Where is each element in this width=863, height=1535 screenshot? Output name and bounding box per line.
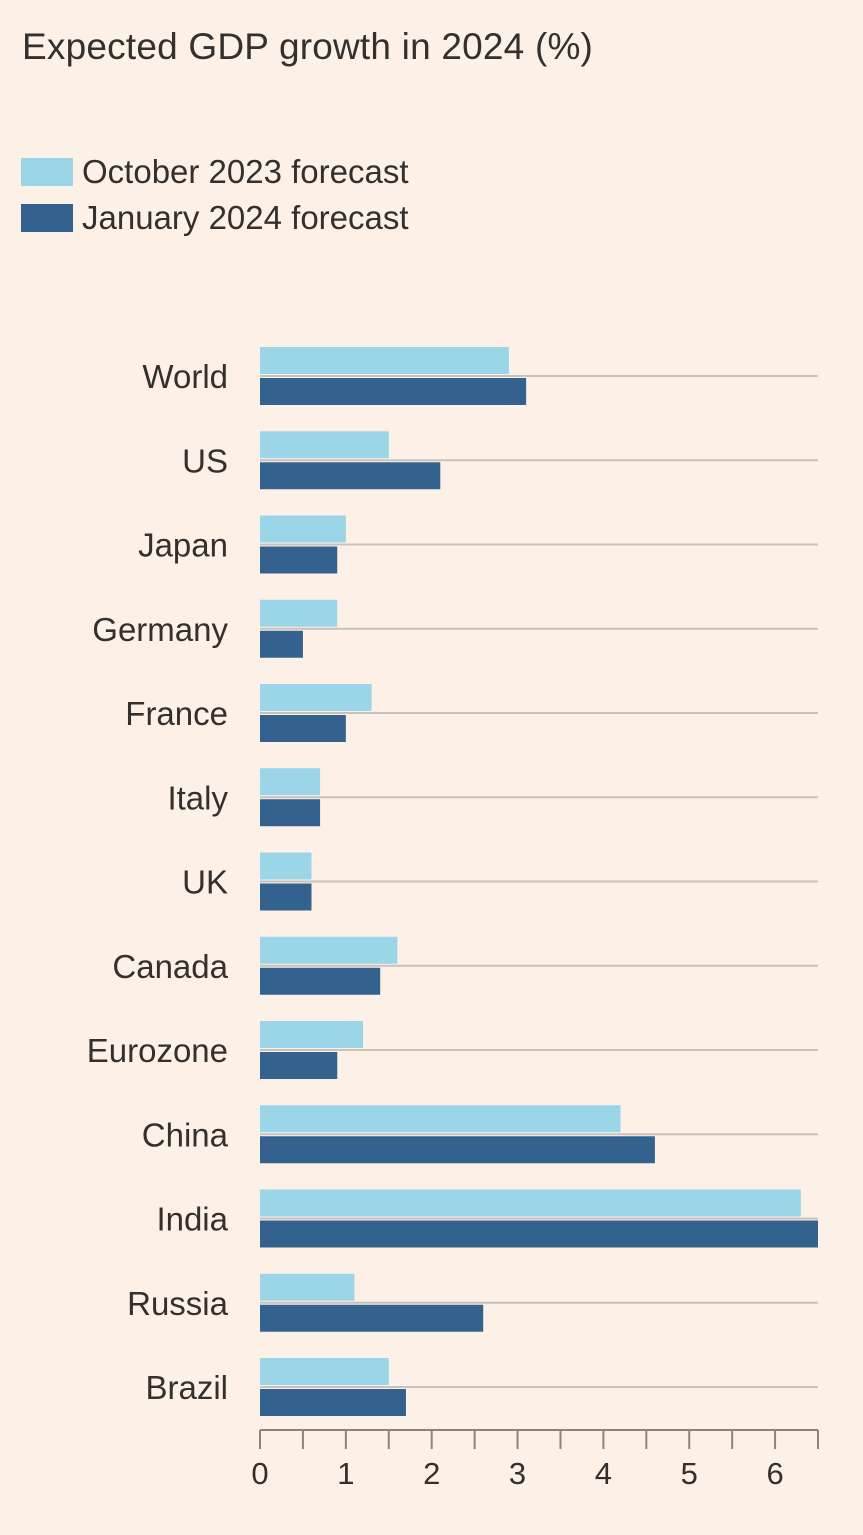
bar-france-january-2024-forecast — [260, 715, 346, 742]
bar-china-january-2024-forecast — [260, 1136, 655, 1164]
category-label-eurozone: Eurozone — [87, 1032, 228, 1069]
bar-russia-january-2024-forecast — [260, 1304, 484, 1332]
bar-brazil-october-2023-forecast — [260, 1358, 389, 1385]
x-tick-label-5: 5 — [681, 1456, 698, 1491]
category-label-us: US — [182, 442, 228, 479]
bar-uk-october-2023-forecast — [260, 852, 312, 880]
category-label-germany: Germany — [92, 611, 228, 648]
bar-canada-january-2024-forecast — [260, 967, 381, 995]
category-label-italy: Italy — [167, 779, 228, 816]
category-label-uk: UK — [182, 864, 228, 901]
legend-label-january-2024: January 2024 forecast — [82, 199, 409, 236]
bar-eurozone-january-2024-forecast — [260, 1052, 338, 1079]
chart-title: Expected GDP growth in 2024 (%) — [22, 26, 594, 67]
bar-italy-october-2023-forecast — [260, 768, 321, 796]
bar-world-january-2024-forecast — [260, 378, 527, 405]
bar-india-october-2023-forecast — [260, 1189, 801, 1217]
bar-france-october-2023-forecast — [260, 684, 372, 711]
x-tick-label-1: 1 — [337, 1456, 354, 1491]
bar-uk-january-2024-forecast — [260, 883, 312, 911]
category-label-russia: Russia — [127, 1285, 229, 1322]
bar-japan-january-2024-forecast — [260, 546, 338, 574]
bar-canada-october-2023-forecast — [260, 936, 398, 964]
category-label-canada: Canada — [112, 948, 228, 985]
legend-swatch-january-2024 — [21, 204, 73, 232]
category-label-india: India — [156, 1201, 228, 1238]
bar-china-october-2023-forecast — [260, 1105, 621, 1133]
bar-germany-october-2023-forecast — [260, 599, 338, 627]
bar-us-january-2024-forecast — [260, 462, 441, 490]
legend-swatch-october-2023 — [21, 158, 73, 186]
bar-brazil-january-2024-forecast — [260, 1389, 406, 1416]
x-tick-label-6: 6 — [766, 1456, 783, 1491]
x-tick-label-4: 4 — [595, 1456, 612, 1491]
bar-germany-january-2024-forecast — [260, 630, 303, 658]
bar-italy-january-2024-forecast — [260, 799, 321, 827]
x-tick-label-0: 0 — [251, 1456, 268, 1491]
bar-india-january-2024-forecast — [260, 1220, 818, 1248]
category-label-brazil: Brazil — [145, 1369, 228, 1406]
x-tick-label-2: 2 — [423, 1456, 440, 1491]
x-tick-label-3: 3 — [509, 1456, 526, 1491]
bar-eurozone-october-2023-forecast — [260, 1021, 364, 1048]
bar-russia-october-2023-forecast — [260, 1273, 355, 1301]
bar-japan-october-2023-forecast — [260, 515, 346, 543]
legend-label-october-2023: October 2023 forecast — [82, 153, 409, 190]
category-label-japan: Japan — [138, 527, 228, 564]
category-label-china: China — [142, 1116, 229, 1153]
category-label-world: World — [142, 358, 228, 395]
bar-us-october-2023-forecast — [260, 431, 389, 459]
bar-world-october-2023-forecast — [260, 347, 509, 374]
category-label-france: France — [125, 695, 228, 732]
